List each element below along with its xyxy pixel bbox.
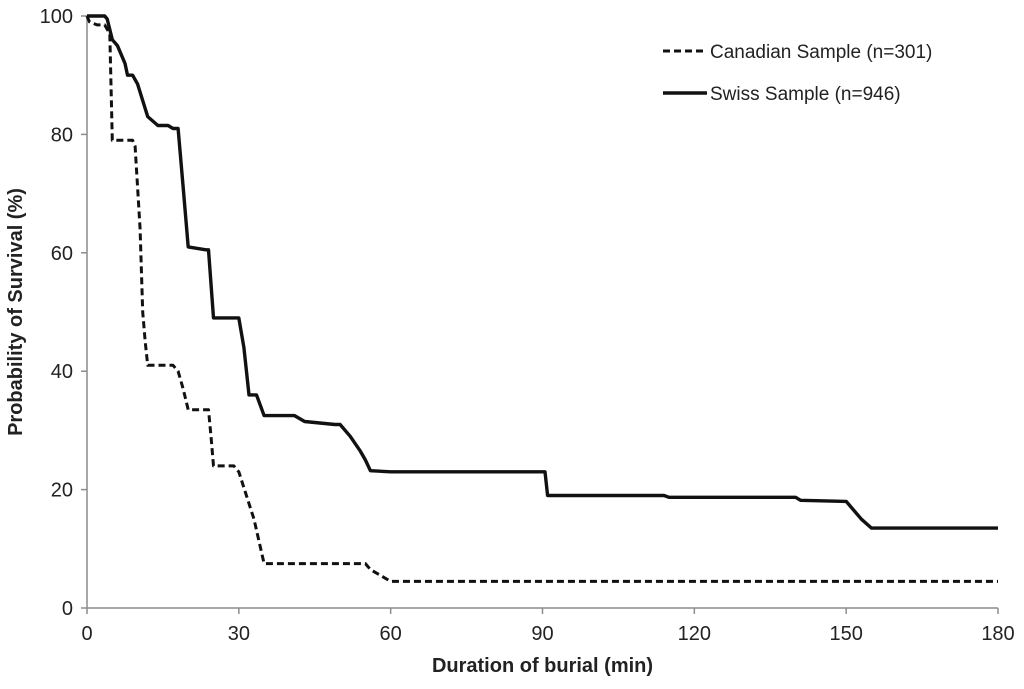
y-axis: 0 20 40 60 80 100 bbox=[40, 6, 88, 620]
x-tick-label: 180 bbox=[981, 623, 1014, 645]
legend: Canadian Sample (n=301) Swiss Sample (n=… bbox=[663, 42, 932, 105]
x-axis: 0 30 60 90 120 150 180 bbox=[81, 607, 1015, 645]
x-tick-label: 90 bbox=[531, 623, 553, 645]
x-tick-label: 30 bbox=[228, 623, 250, 645]
legend-label-swiss: Swiss Sample (n=946) bbox=[710, 84, 901, 105]
y-axis-title: Probability of Survival (%) bbox=[5, 188, 27, 436]
x-tick-label: 60 bbox=[380, 623, 402, 645]
y-tick-label: 20 bbox=[51, 480, 73, 502]
y-tick-label: 80 bbox=[51, 124, 73, 146]
x-tick-label: 0 bbox=[81, 623, 92, 645]
legend-label-canadian: Canadian Sample (n=301) bbox=[710, 42, 932, 63]
y-tick-label: 60 bbox=[51, 243, 73, 265]
x-axis-title: Duration of burial (min) bbox=[432, 655, 653, 677]
y-tick-label: 40 bbox=[51, 361, 73, 383]
x-tick-label: 120 bbox=[678, 623, 711, 645]
y-tick-label: 0 bbox=[62, 598, 73, 620]
series-line-swiss bbox=[87, 14, 998, 530]
x-tick-label: 150 bbox=[829, 623, 862, 645]
series-layer bbox=[85, 14, 998, 583]
y-tick-label: 100 bbox=[40, 6, 73, 28]
series-line-canadian bbox=[85, 15, 998, 583]
